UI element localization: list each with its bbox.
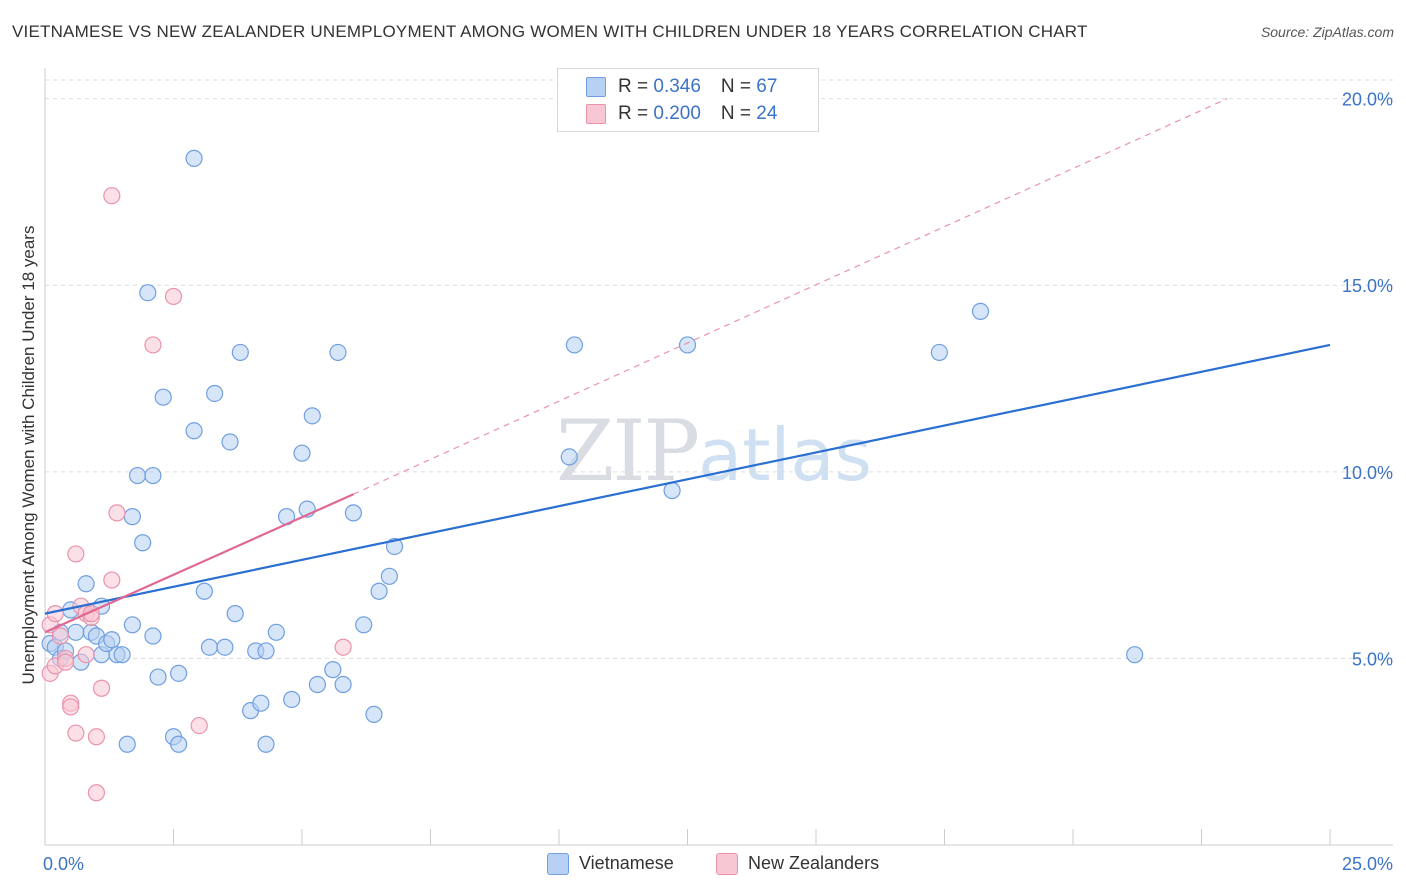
data-point-vietnamese: [221, 433, 239, 451]
data-point-vietnamese: [365, 705, 383, 723]
data-point-vietnamese: [355, 616, 373, 634]
y-axis-title: Unemployment Among Women with Children U…: [19, 226, 38, 685]
data-point-vietnamese: [267, 623, 285, 641]
data-point-vietnamese: [1126, 646, 1144, 664]
data-point-vietnamese: [170, 735, 188, 753]
y-tick-label: 5.0%: [1352, 649, 1393, 669]
legend-swatch-blue: [586, 77, 606, 97]
data-point-vietnamese: [344, 504, 362, 522]
data-point-vietnamese: [139, 284, 157, 302]
data-point-vietnamese: [252, 694, 270, 712]
data-point-vietnamese: [560, 448, 578, 466]
data-point-vietnamese: [329, 343, 347, 362]
data-point-vietnamese: [128, 466, 147, 485]
data-point-vietnamese: [283, 690, 301, 709]
data-point-vietnamese: [185, 422, 203, 440]
trend-line-new-zealanders-dashed: [353, 98, 1228, 495]
data-point-new-zealanders: [190, 716, 208, 735]
data-point-new-zealanders: [103, 187, 121, 205]
data-point-new-zealanders: [67, 724, 85, 742]
data-point-new-zealanders: [103, 571, 121, 589]
data-point-vietnamese: [200, 638, 219, 656]
data-point-vietnamese: [303, 407, 321, 425]
legend-r-value: 0.346: [653, 76, 701, 97]
legend-n-label: N =: [720, 103, 757, 124]
watermark-atlas: atlas: [698, 413, 873, 497]
legend-n-value: 24: [756, 103, 778, 124]
data-point-new-zealanders: [92, 679, 111, 697]
trend-line-vietnamese: [44, 343, 1331, 615]
trend-line-new-zealanders: [44, 493, 354, 634]
data-point-vietnamese: [231, 343, 249, 362]
data-point-new-zealanders: [62, 698, 80, 716]
data-point-vietnamese: [77, 575, 95, 593]
x-tick-label: 0.0%: [43, 854, 84, 874]
data-point-vietnamese: [257, 735, 275, 753]
data-point-vietnamese: [103, 631, 121, 649]
data-point-new-zealanders: [87, 784, 106, 802]
data-point-vietnamese: [324, 661, 342, 679]
bottom-legend-label: Vietnamese: [579, 853, 674, 873]
stats-legend: R = 0.346 N = 67 R = 0.200 N = 24: [557, 68, 819, 132]
y-tick-label: 20.0%: [1342, 90, 1393, 110]
data-point-new-zealanders: [56, 653, 75, 671]
data-point-vietnamese: [293, 444, 311, 462]
data-point-vietnamese: [930, 343, 948, 362]
data-point-vietnamese: [678, 336, 697, 354]
legend-stats-new-zealanders: R = 0.200 N = 24: [618, 103, 777, 125]
legend-stats-vietnamese: R = 0.346 N = 67: [618, 76, 777, 98]
data-point-new-zealanders: [51, 627, 70, 645]
legend-swatch-pink: [586, 104, 606, 124]
bottom-legend-swatch-pink: [716, 853, 738, 875]
legend-r-label: R =: [618, 76, 654, 97]
data-point-vietnamese: [216, 638, 234, 656]
data-point-vietnamese: [113, 646, 131, 664]
legend-r-label: R =: [618, 103, 654, 124]
data-point-vietnamese: [67, 623, 85, 641]
data-point-vietnamese: [144, 466, 162, 485]
legend-r-value: 0.200: [653, 103, 701, 124]
data-point-vietnamese: [123, 616, 141, 634]
data-point-vietnamese: [971, 302, 990, 320]
x-tick-label: 25.0%: [1342, 854, 1393, 874]
data-point-new-zealanders: [77, 646, 95, 664]
data-point-vietnamese: [118, 735, 136, 753]
data-point-new-zealanders: [334, 638, 352, 656]
data-point-vietnamese: [380, 567, 398, 585]
bottom-legend-swatch-blue: [547, 853, 569, 875]
data-point-vietnamese: [370, 582, 388, 600]
data-point-new-zealanders: [67, 545, 85, 563]
data-point-new-zealanders: [87, 728, 106, 746]
y-tick-label: 15.0%: [1342, 276, 1393, 296]
data-point-vietnamese: [134, 534, 152, 552]
data-point-vietnamese: [195, 582, 213, 600]
data-point-vietnamese: [185, 149, 203, 167]
y-tick-label: 10.0%: [1342, 463, 1393, 483]
data-point-new-zealanders: [108, 504, 126, 522]
data-point-vietnamese: [334, 675, 352, 694]
bottom-legend-label: New Zealanders: [748, 853, 880, 873]
data-point-vietnamese: [149, 668, 167, 686]
data-point-vietnamese: [123, 508, 141, 526]
data-point-vietnamese: [226, 605, 244, 623]
source-label: Source: ZipAtlas.com: [1260, 24, 1394, 40]
data-point-vietnamese: [144, 627, 162, 645]
data-point-vietnamese: [170, 664, 188, 682]
data-point-vietnamese: [154, 388, 172, 406]
data-point-vietnamese: [565, 336, 584, 354]
data-point-vietnamese: [308, 675, 327, 694]
data-point-vietnamese: [663, 481, 681, 500]
legend-n-label: N =: [720, 76, 757, 97]
data-point-new-zealanders: [144, 336, 162, 354]
data-point-new-zealanders: [164, 287, 183, 306]
data-point-vietnamese: [257, 642, 275, 660]
chart-title: VIETNAMESE VS NEW ZEALANDER UNEMPLOYMENT…: [12, 22, 1088, 41]
data-point-vietnamese: [206, 384, 224, 403]
legend-n-value: 67: [756, 76, 778, 97]
